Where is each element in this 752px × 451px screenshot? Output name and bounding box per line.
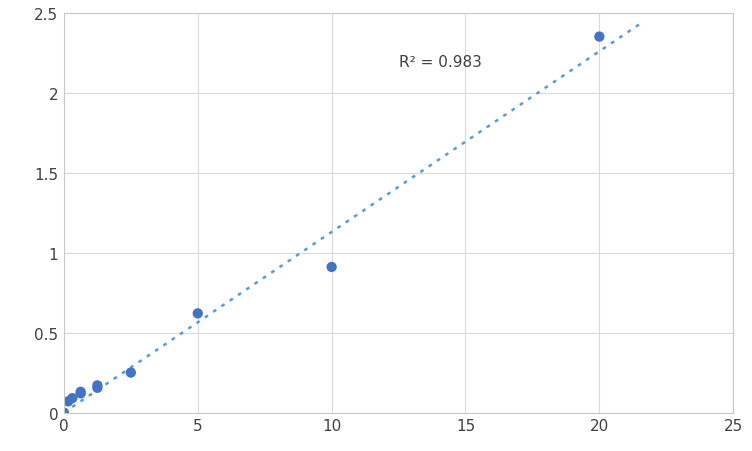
Point [593,34,605,41]
Text: R² = 0.983: R² = 0.983 [399,55,481,69]
Point [192,310,204,318]
Point [62,398,74,405]
Point [326,264,338,271]
Point [92,384,104,391]
Point [125,369,137,376]
Point [58,409,70,416]
Point [74,390,86,397]
Point [74,388,86,396]
Point [66,395,78,402]
Point [92,382,104,389]
